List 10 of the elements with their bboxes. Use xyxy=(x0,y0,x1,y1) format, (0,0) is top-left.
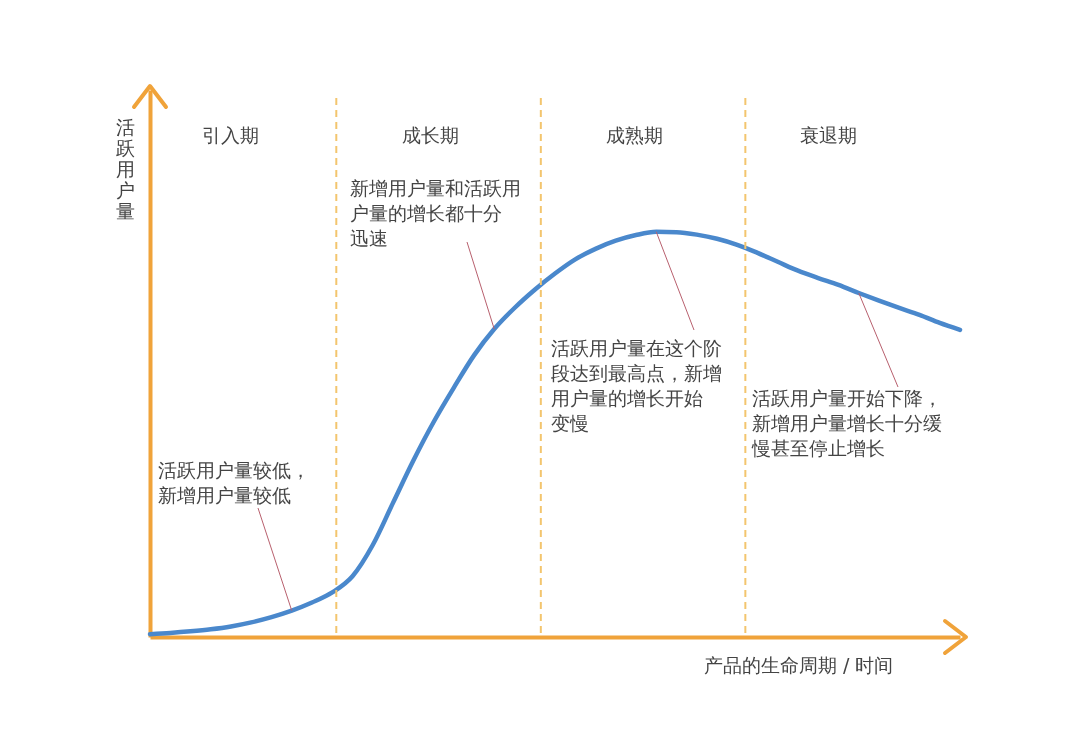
text: 成长期 xyxy=(401,124,459,146)
text: 成熟期 xyxy=(605,124,663,146)
annotation: 活跃用户量较低，新增用户量较低 xyxy=(158,459,310,506)
y-axis-title: 活跃用户量 xyxy=(116,115,135,222)
annotation: 新增用户量和活跃用户量的增长都十分迅速 xyxy=(350,177,521,249)
annotation: 活跃用户量开始下降，新增用户量增长十分缓慢甚至停止增长 xyxy=(751,387,942,459)
x-axis-title: 产品的生命周期 / 时间 xyxy=(704,653,894,676)
text: 引入期 xyxy=(201,124,259,146)
annotation: 活跃用户量在这个阶段达到最高点，新增用户量的增长开始变慢 xyxy=(551,337,722,434)
text: 衰退期 xyxy=(799,124,857,146)
